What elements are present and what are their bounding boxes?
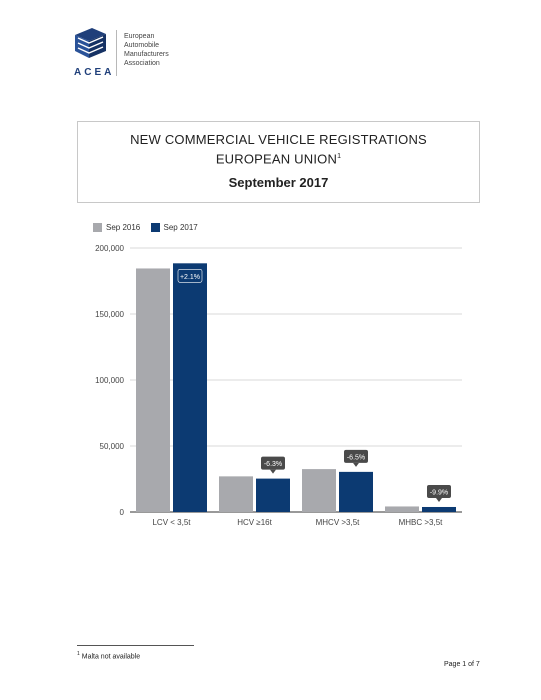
logo-acronym: ACEA (74, 67, 115, 78)
change-label: -6.3% (264, 461, 282, 468)
bar-sep-2016 (385, 506, 419, 512)
logo-line: Automobile (124, 42, 160, 49)
y-tick-label: 100,000 (95, 376, 124, 385)
logo-line: European (124, 33, 155, 40)
change-label: -6.5% (347, 454, 365, 461)
change-label: +2.1% (180, 274, 200, 281)
change-badge (427, 484, 451, 498)
title-box: NEW COMMERCIAL VEHICLE REGISTRATIONS EUR… (77, 121, 480, 203)
x-tick-label: HCV ≥16t (237, 518, 272, 527)
bar-sep-2016 (136, 268, 170, 512)
title-date: September 2017 (228, 175, 329, 191)
footnote-rule (77, 645, 194, 646)
legend-swatch (93, 223, 102, 232)
y-tick-label: 50,000 (100, 442, 125, 451)
title-footnote-ref: 1 (337, 153, 342, 160)
change-label: -9.9% (430, 489, 448, 496)
logo-line: Association (124, 60, 160, 67)
title-line-2: EUROPEAN UNION1 (78, 148, 479, 167)
legend-label: Sep 2017 (163, 223, 198, 232)
logo-text: European Automobile Manufacturers Associ… (124, 32, 169, 68)
legend-label: Sep 2016 (106, 223, 141, 232)
bar-sep-2016 (302, 469, 336, 512)
title-line-2-text: EUROPEAN UNION (215, 151, 338, 167)
legend-item-sep-2017: Sep 2017 (150, 223, 198, 232)
x-tick-label: MHBC >3,5t (399, 518, 444, 527)
legend-swatch (150, 223, 160, 232)
bar-sep-2017 (256, 478, 290, 512)
bar-sep-2017 (339, 471, 373, 512)
change-badge-pointer (353, 462, 359, 467)
footnote-number: 1 (77, 651, 80, 657)
title-line-1: NEW COMMERCIAL VEHICLE REGISTRATIONS (130, 132, 427, 147)
change-badge-pointer (270, 469, 276, 474)
y-tick-label: 150,000 (95, 310, 124, 319)
x-tick-label: MHCV >3,5t (316, 518, 361, 527)
page-number: Page 1 of 7 (444, 661, 480, 668)
acea-cube-icon (75, 28, 106, 58)
bar-sep-2016 (219, 476, 253, 512)
logo-line: Manufacturers (124, 51, 169, 58)
acea-logo: ACEA European Automobile Manufacturers A… (72, 26, 182, 78)
bar-sep-2017 (173, 263, 207, 512)
chart-plot: 0 50,000 100,000 150,000 200,000 +2.1% LCV < 3… (95, 244, 462, 527)
change-badge-pointer (436, 497, 442, 502)
legend-item-sep-2016: Sep 2016 (93, 223, 140, 232)
y-tick-label: 0 (120, 508, 125, 517)
y-tick-label: 200,000 (95, 244, 124, 253)
bar-sep-2017 (422, 506, 456, 512)
registrations-chart: Sep 2016 Sep 2017 0 50,000 100,000 150,000 2… (0, 215, 541, 545)
change-badge (344, 449, 368, 463)
x-tick-label: LCV < 3,5t (152, 518, 191, 527)
footnote-text: Malta not available (81, 653, 141, 661)
footnote: 1 Malta not available (77, 651, 140, 660)
logo-divider (116, 30, 117, 76)
change-badge (261, 456, 285, 470)
change-badge (177, 269, 203, 283)
chart-legend: Sep 2016 Sep 2017 (93, 223, 206, 234)
